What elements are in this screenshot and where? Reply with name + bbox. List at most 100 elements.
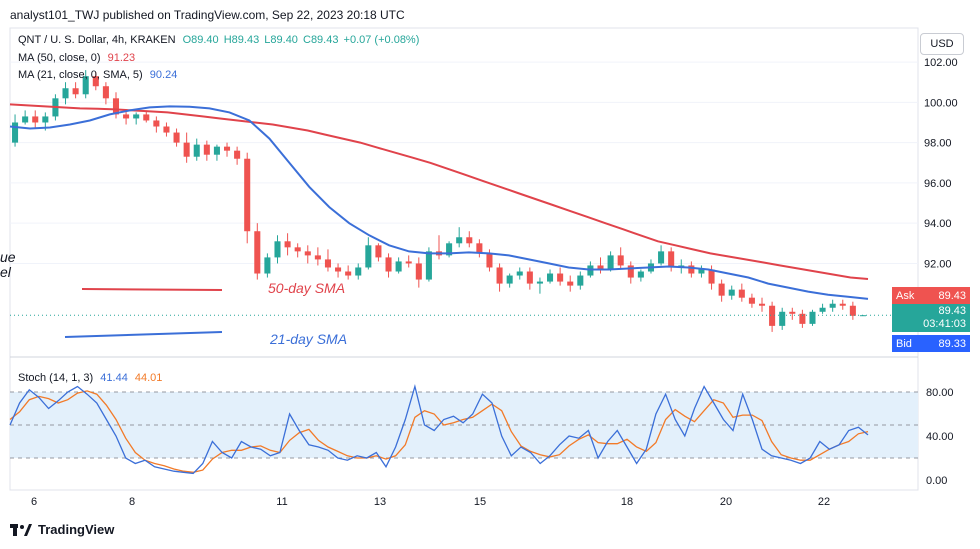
candle-body (779, 311, 786, 326)
ma21-legend-label: MA (21, close, 0, SMA, 5) (18, 69, 143, 81)
ohlc-low: L89.40 (264, 34, 298, 46)
candle-body (314, 255, 321, 260)
time-axis-label: 6 (31, 496, 37, 508)
candle-body (123, 114, 130, 119)
candle-body (92, 76, 99, 87)
candle-body (294, 247, 301, 252)
candle-body (446, 243, 453, 256)
sma50-annotation-line (81, 288, 223, 291)
header-published: analyst101_TWJ published on TradingView.… (10, 8, 405, 22)
candle-body (748, 297, 755, 304)
candle-body (516, 271, 523, 276)
ask-price-label: Ask 89.43 (892, 287, 970, 304)
ohlc-close: C89.43 (303, 34, 339, 46)
moving-average-lines (9, 103, 869, 300)
candle-body (738, 289, 745, 298)
candle-body (284, 241, 291, 248)
ma50-legend-value: 91.23 (107, 52, 136, 64)
price-axis-label: 92.00 (924, 258, 952, 270)
stoch-axis: 80.00 40.00 0.00 (926, 387, 954, 487)
candle-body (385, 257, 392, 272)
candle-body (769, 305, 776, 326)
candle-body (143, 114, 150, 121)
stoch-k-line (9, 384, 869, 475)
time-axis: 6 8 11 13 15 18 20 22 (31, 496, 830, 508)
candle-body (486, 253, 493, 268)
candle-body (234, 150, 241, 159)
candle-body (496, 267, 503, 284)
candle-body (849, 305, 856, 316)
tradingview-brand: TradingView (38, 522, 115, 537)
stoch-axis-label: 0.00 (926, 475, 947, 487)
candle-body (213, 146, 220, 155)
candle-body (607, 255, 614, 270)
candle-body (567, 281, 574, 286)
candle-body (809, 311, 816, 324)
stoch-legend[interactable]: Stoch (14, 1, 3) 41.44 44.01 (18, 372, 162, 384)
candle-body (799, 313, 806, 324)
candle-body (728, 289, 735, 296)
price-axis-label: 94.00 (924, 218, 952, 230)
candle-body (617, 255, 624, 266)
stoch-legend-k: 41.44 (100, 372, 128, 384)
left-edge-text-1: ue (0, 249, 16, 265)
stoch-axis-label: 40.00 (926, 431, 954, 443)
candle-body (345, 271, 352, 276)
candle-body (829, 303, 836, 308)
candle-body (355, 267, 362, 276)
candle-body (577, 275, 584, 286)
ma50-legend[interactable]: MA (50, close, 0) 91.23 (18, 52, 135, 64)
price-axis-label: 100.00 (924, 97, 958, 109)
candle-body (335, 267, 342, 272)
symbol-name[interactable]: QNT / U. S. Dollar, 4h, KRAKEN (18, 34, 176, 46)
stochastic-lines (9, 384, 869, 475)
ma50-legend-label: MA (50, close, 0) (18, 52, 101, 64)
candle-body (688, 265, 695, 274)
left-edge-text-2: el (0, 264, 12, 280)
candle-body (758, 303, 766, 306)
stoch-axis-label: 80.00 (926, 387, 954, 399)
tradingview-logo-icon (10, 523, 32, 536)
candle-body (324, 259, 331, 268)
ohlc-open: O89.40 (182, 34, 219, 46)
price-axis: 102.00 100.00 98.00 96.00 94.00 92.00 (924, 57, 958, 270)
stoch-band-fill (10, 392, 918, 458)
candle-body (183, 142, 190, 157)
time-axis-label: 22 (818, 496, 830, 508)
candle-body (304, 251, 311, 256)
candle-body (22, 116, 29, 123)
stoch-band (10, 391, 918, 459)
bid-tag: Bid (896, 337, 912, 350)
ma21-line (9, 105, 869, 300)
candle-body (405, 261, 412, 264)
candle-body (254, 231, 261, 274)
ma21-legend[interactable]: MA (21, close, 0, SMA, 5) 90.24 (18, 69, 177, 81)
sma21-annotation-line (64, 331, 223, 338)
candle-body (415, 263, 422, 280)
candle-body (456, 237, 463, 244)
chart-area[interactable]: 102.00 100.00 98.00 96.00 94.00 92.00 80.00 40… (0, 26, 980, 516)
candle-body (112, 98, 120, 115)
candle-body (62, 88, 69, 99)
sma21-annotation-label: 21-day SMA (269, 331, 347, 347)
candle-body (244, 158, 251, 232)
candle-body (536, 281, 543, 284)
candle-body (718, 283, 725, 296)
tradingview-footer[interactable]: TradingView (10, 522, 114, 537)
symbol-legend: QNT / U. S. Dollar, 4h, KRAKEN O89.40 H8… (18, 34, 419, 46)
candle-body (12, 122, 19, 143)
last-price-label: 89.43 03:41:03 (892, 304, 970, 332)
candle-body (32, 116, 39, 123)
ma50-line (9, 103, 869, 280)
candle-body (82, 76, 89, 95)
candle-body (476, 243, 483, 254)
candle-body (133, 114, 140, 119)
bid-price-label: Bid 89.33 (892, 335, 970, 352)
annotation-lines (64, 288, 223, 338)
candle-body (365, 245, 372, 268)
candle-body (557, 273, 564, 282)
candle-body (173, 132, 180, 143)
currency-button[interactable]: USD (920, 33, 964, 55)
candle-body (597, 265, 604, 270)
